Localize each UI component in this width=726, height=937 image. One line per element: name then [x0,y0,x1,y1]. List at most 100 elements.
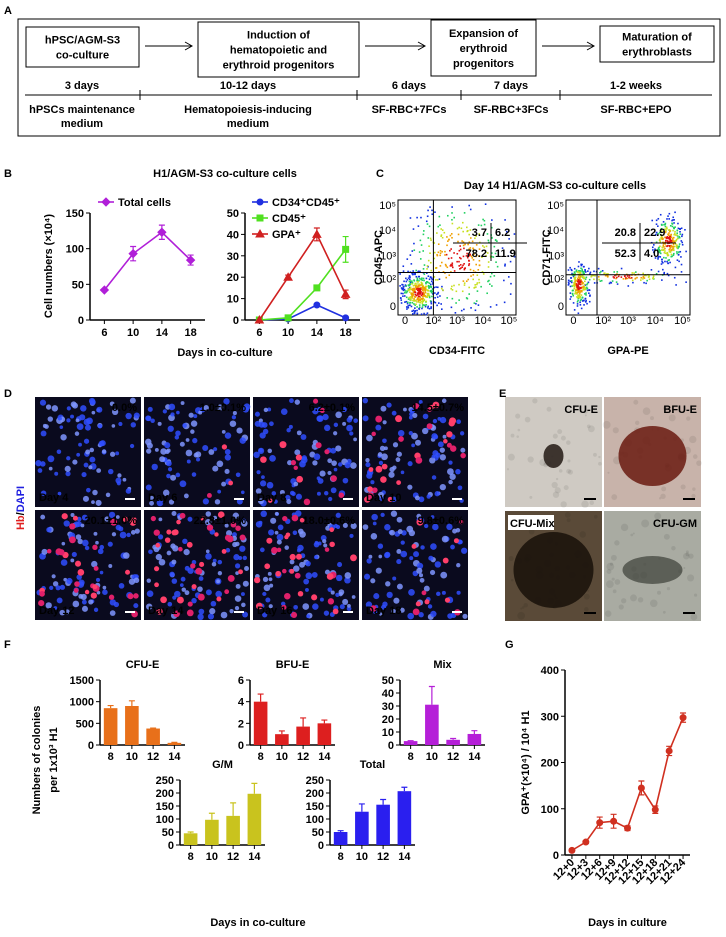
event-dot [676,235,679,237]
event-dot [400,297,402,299]
nucleus [287,460,293,466]
nucleus [412,412,418,418]
texture [587,425,595,433]
nucleus [122,477,127,482]
event-dot [668,238,671,240]
step-text: hPSC/AGM-S3 [45,35,120,47]
event-dot [450,233,453,235]
event-dot [428,287,430,289]
event-dot [439,249,442,252]
event-dot [585,299,587,302]
nucleus [316,476,321,481]
nucleus [119,531,127,539]
event-dot [420,298,423,300]
event-dot [667,241,669,243]
event-dot [458,283,460,286]
event-dot [415,275,418,278]
event-dot [408,296,410,299]
event-dot [413,242,415,245]
event-dot [579,276,582,278]
nucleus [182,538,188,545]
bar [253,701,268,745]
nucleus [344,462,351,469]
event-dot [659,238,661,241]
event-dot [430,291,433,294]
event-dot [661,238,663,241]
event-dot [504,263,506,266]
event-dot [457,240,459,243]
nucleus [171,578,178,584]
event-dot [422,304,425,306]
y-tick-label: 100 [156,814,174,826]
event-dot [577,312,580,315]
event-dot [462,280,465,282]
event-dot [669,239,671,242]
hb-cell [214,532,219,537]
nucleus [224,523,229,528]
event-dot [491,226,493,229]
step-text: co-culture [56,50,109,62]
nucleus [242,611,249,618]
event-dot [616,276,618,279]
nucleus [196,457,201,462]
nucleus [296,548,302,553]
y-tick-label: 50 [227,208,239,220]
step-text: Expansion of [449,28,518,40]
event-dot [426,294,429,297]
nucleus [370,533,378,540]
hb-cell [275,570,282,577]
event-dot [453,270,456,272]
nucleus [80,523,85,528]
hb-cell [190,563,196,569]
event-dot [420,286,422,289]
nucleus [85,449,91,455]
event-dot [655,223,658,226]
nucleus [171,510,177,516]
nucleus [461,547,468,554]
nucleus [396,451,402,457]
nucleus [130,422,136,428]
event-dot [654,257,657,259]
nucleus [40,490,47,496]
event-dot [659,252,662,255]
nucleus [231,532,237,538]
event-dot [581,270,584,273]
event-dot [483,219,486,222]
nucleus [72,600,80,608]
nucleus [342,522,348,528]
nucleus [190,420,198,427]
nucleus [269,421,274,427]
event-dot [470,307,472,309]
event-dot [665,237,668,240]
event-dot [635,271,637,273]
bar [275,734,289,745]
nucleus [407,484,413,490]
step-box [599,25,715,63]
event-dot [461,266,463,269]
event-dot [628,275,631,277]
event-dot [422,293,425,295]
event-dot [622,278,625,280]
event-dot [417,294,419,296]
event-dot [668,241,671,243]
nucleus [146,448,152,454]
texture [587,589,590,592]
event-dot [571,272,573,275]
hb-cell [61,513,68,520]
event-dot [422,277,425,280]
nucleus [299,561,305,568]
medium: medium [227,118,269,130]
nucleus [198,410,203,415]
event-dot [477,224,480,226]
event-dot [480,224,483,227]
hb-cell [293,465,298,471]
hb-cell [296,553,302,560]
event-dot [429,283,432,286]
nucleus [224,432,232,439]
nucleus [115,451,120,456]
hb-cell [285,532,291,538]
nucleus [208,449,215,455]
event-dot [666,251,669,254]
nucleus [236,427,243,434]
nucleus [420,545,425,550]
